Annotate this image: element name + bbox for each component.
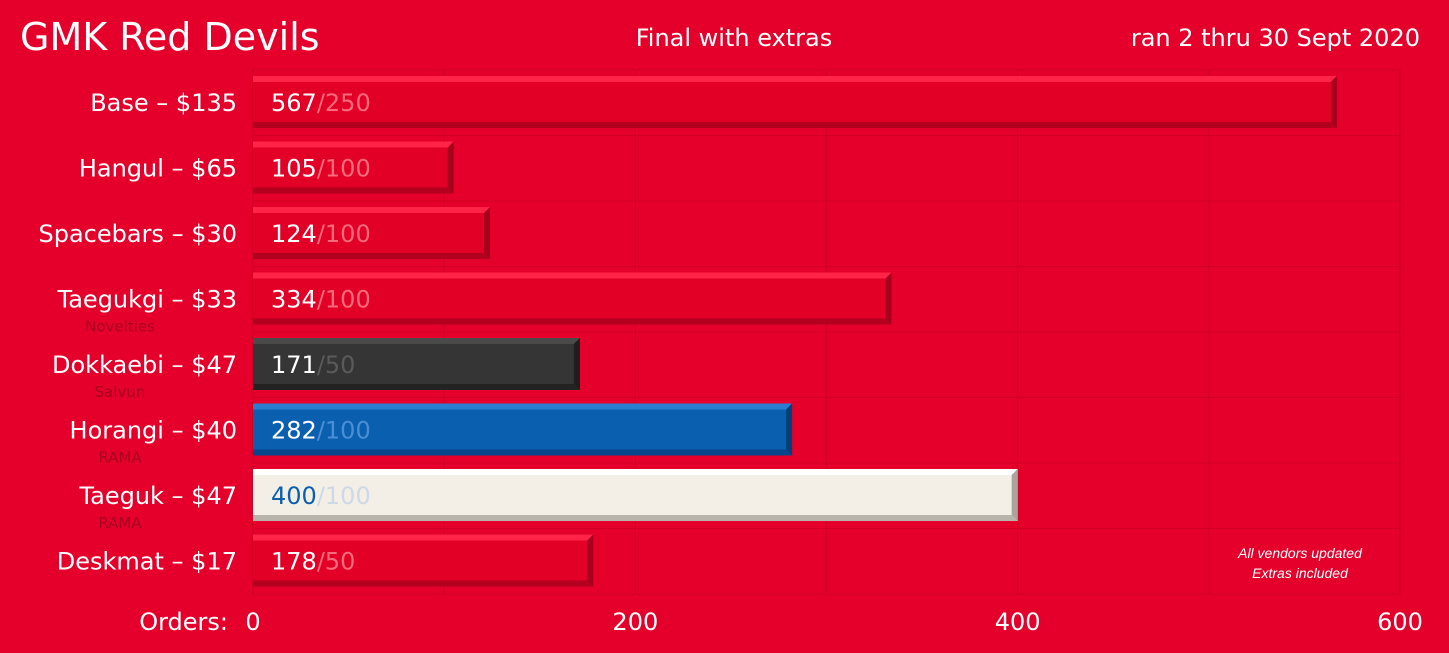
category-labels: Base – $135 Hangul – $65 Spacebars – $30 Ta… (38, 89, 237, 576)
bar-bevel-right (1011, 469, 1018, 521)
bar-body (253, 469, 1018, 521)
bar-target: /50 (317, 548, 356, 576)
vendor-label: RAMA (98, 448, 142, 466)
bar-0: 567/250 (253, 76, 1337, 128)
bar-1: 105/100 (253, 141, 454, 194)
bar-bevel-bottom (253, 449, 793, 456)
bar-bevel-right (447, 141, 454, 194)
bar-value: 334 (271, 286, 317, 314)
bar-body (253, 141, 454, 194)
bar-value: 567 (271, 89, 317, 117)
bar-target: /100 (317, 482, 371, 510)
bar-value-label: 178/50 (271, 548, 355, 576)
bar-value-label: 334/100 (271, 286, 371, 314)
grid (252, 69, 1401, 595)
vendor-label: Salvun (95, 383, 146, 401)
bar-value-label: 124/100 (271, 220, 371, 248)
bar-bevel-top (253, 272, 892, 279)
bar-value: 171 (271, 351, 317, 379)
category-label: Taeguk – $47 (78, 482, 237, 510)
bar-bevel-bottom (253, 580, 594, 587)
bar-value-label: 400/100 (271, 482, 371, 510)
bar-6: 400/100 (253, 469, 1018, 521)
note-line-1: All vendors updated (1237, 545, 1363, 561)
bar-value-label: 282/100 (271, 417, 371, 445)
bar-value-label: 567/250 (271, 89, 371, 117)
x-tick-label: 600 (1377, 608, 1423, 636)
bar-value: 178 (271, 548, 317, 576)
bar-7: 178/50 (253, 534, 594, 587)
bar-bevel-bottom (253, 515, 1018, 521)
vendor-label: Novelties (85, 317, 155, 335)
category-label: Hangul – $65 (79, 154, 237, 182)
bar-target: /250 (317, 89, 371, 117)
chart-subtitle: Final with extras (636, 24, 833, 52)
bar-bevel-right (587, 534, 594, 587)
bar-4: 171/50 (253, 338, 580, 390)
bar-body (253, 272, 892, 325)
bar-target: /50 (317, 351, 356, 379)
bar-bevel-top (253, 534, 594, 541)
bar-target: /100 (317, 220, 371, 248)
bar-bevel-top (253, 403, 793, 410)
bar-bevel-bottom (253, 318, 892, 325)
category-label: Taegukgi – $33 (57, 285, 237, 313)
bar-body (253, 534, 594, 587)
category-label: Deskmat – $17 (57, 547, 237, 575)
bar-bevel-top (253, 141, 454, 148)
bar-bevel-top (253, 469, 1018, 475)
bar-body (253, 403, 793, 456)
bar-5: 282/100 (253, 403, 793, 456)
bar-value-label: 171/50 (271, 351, 355, 379)
bar-body (253, 207, 491, 259)
x-tick-label: 400 (995, 608, 1041, 636)
date-range: ran 2 thru 30 Sept 2020 (1131, 24, 1420, 52)
note-line-2: Extras included (1252, 565, 1349, 581)
axis-label: Orders: (139, 608, 228, 636)
bar-bevel-bottom (253, 384, 580, 390)
bar-bevel-right (1330, 76, 1337, 128)
bar-bevel-right (573, 338, 580, 390)
bar-value: 105 (271, 155, 317, 183)
bar-2: 124/100 (253, 207, 491, 259)
bar-value: 400 (271, 482, 317, 510)
bar-bevel-right (786, 403, 793, 456)
bar-bevel-top (253, 76, 1337, 82)
category-label: Dokkaebi – $47 (52, 351, 237, 379)
bar-target: /100 (317, 286, 371, 314)
vendor-label: RAMA (98, 514, 142, 532)
category-label: Spacebars – $30 (38, 220, 237, 248)
x-axis: Orders: 0 200 400 600 (139, 608, 1423, 636)
bar-bevel-right (885, 272, 892, 325)
x-tick-label: 0 (245, 608, 260, 636)
bar-bevel-right (484, 207, 491, 259)
bar-body (253, 338, 580, 390)
bar-target: /100 (317, 417, 371, 445)
bar-bevel-bottom (253, 187, 454, 194)
bar-target: /100 (317, 155, 371, 183)
category-label: Horangi – $40 (70, 416, 237, 444)
bar-value: 124 (271, 220, 317, 248)
bar-bevel-bottom (253, 122, 1337, 128)
bar-value: 282 (271, 417, 317, 445)
bar-bevel-top (253, 338, 580, 344)
bar-3: 334/100 (253, 272, 892, 325)
chart-title: GMK Red Devils (20, 15, 320, 59)
x-tick-label: 200 (612, 608, 658, 636)
bar-bevel-bottom (253, 253, 491, 259)
bar-bevel-top (253, 207, 491, 213)
bar-value-label: 105/100 (271, 155, 371, 183)
category-label: Base – $135 (90, 89, 237, 117)
bar-body (253, 76, 1337, 128)
bars: 567/250105/100124/100334/100171/50282/10… (253, 76, 1337, 587)
